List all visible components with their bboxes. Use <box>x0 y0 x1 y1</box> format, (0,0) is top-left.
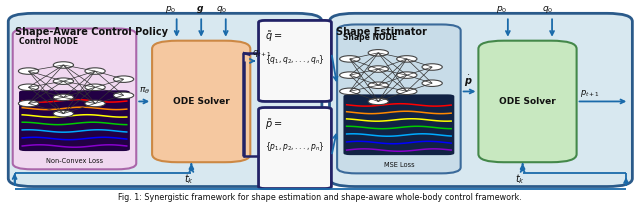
FancyBboxPatch shape <box>19 90 130 151</box>
FancyBboxPatch shape <box>337 24 461 173</box>
Circle shape <box>368 50 388 56</box>
Circle shape <box>422 64 442 70</box>
Text: $\pi_\theta$: $\pi_\theta$ <box>139 86 150 96</box>
Circle shape <box>397 56 417 62</box>
FancyBboxPatch shape <box>259 20 332 101</box>
Text: Shape Estimator: Shape Estimator <box>336 27 427 37</box>
Circle shape <box>340 56 360 62</box>
FancyBboxPatch shape <box>344 94 454 155</box>
Circle shape <box>85 100 105 107</box>
FancyBboxPatch shape <box>330 13 632 187</box>
Text: Fig. 1: Synergistic framework for shape estimation and shape-aware whole-body co: Fig. 1: Synergistic framework for shape … <box>118 193 522 202</box>
FancyBboxPatch shape <box>259 108 332 189</box>
Text: $\tilde{q}=$: $\tilde{q}=$ <box>265 30 282 45</box>
Circle shape <box>19 68 38 74</box>
Circle shape <box>53 62 74 68</box>
Circle shape <box>19 84 38 91</box>
Circle shape <box>397 88 417 95</box>
Text: $\boldsymbol{p_{t+1}}$: $\boldsymbol{p_{t+1}}$ <box>580 88 600 99</box>
Text: $\boldsymbol{t_k}$: $\boldsymbol{t_k}$ <box>515 172 525 185</box>
Text: $\boldsymbol{p_0}$: $\boldsymbol{p_0}$ <box>165 4 177 15</box>
Text: Non-Convex Loss: Non-Convex Loss <box>46 158 103 164</box>
Circle shape <box>85 84 105 91</box>
Text: $\boldsymbol{q_{t+1}}$: $\boldsymbol{q_{t+1}}$ <box>252 48 272 59</box>
Text: $\tilde{p}=$: $\tilde{p}=$ <box>265 117 282 132</box>
Text: Shape NODE: Shape NODE <box>344 32 397 42</box>
Text: $\{q_1,q_2,...,q_n\}$: $\{q_1,q_2,...,q_n\}$ <box>265 53 324 66</box>
Text: MSE Loss: MSE Loss <box>383 162 414 168</box>
Text: $\boldsymbol{q_0}$: $\boldsymbol{q_0}$ <box>542 4 553 15</box>
Circle shape <box>397 72 417 78</box>
Text: $\boldsymbol{p_0}$: $\boldsymbol{p_0}$ <box>497 4 508 15</box>
Circle shape <box>53 78 74 84</box>
Text: ODE Solver: ODE Solver <box>173 97 230 106</box>
Text: Control NODE: Control NODE <box>19 37 78 46</box>
Text: $\boldsymbol{t_k}$: $\boldsymbol{t_k}$ <box>184 172 194 185</box>
Circle shape <box>368 82 388 88</box>
Circle shape <box>368 98 388 105</box>
Circle shape <box>340 72 360 78</box>
Circle shape <box>85 68 105 74</box>
Text: Shape-Aware Control Policy: Shape-Aware Control Policy <box>15 27 168 37</box>
Circle shape <box>53 94 74 101</box>
Circle shape <box>113 92 134 99</box>
Circle shape <box>422 80 442 87</box>
Circle shape <box>53 110 74 117</box>
FancyBboxPatch shape <box>13 28 136 169</box>
Circle shape <box>368 66 388 72</box>
Text: $\boldsymbol{q_0}$: $\boldsymbol{q_0}$ <box>216 4 227 15</box>
Circle shape <box>113 76 134 83</box>
Circle shape <box>340 88 360 95</box>
Text: $\boldsymbol{g}$: $\boldsymbol{g}$ <box>196 4 204 15</box>
Text: $\dot{\boldsymbol{p}}$: $\dot{\boldsymbol{p}}$ <box>464 74 472 89</box>
Circle shape <box>19 100 38 107</box>
Text: ODE Solver: ODE Solver <box>499 97 556 106</box>
FancyBboxPatch shape <box>478 41 577 162</box>
FancyBboxPatch shape <box>8 13 322 187</box>
Text: $\{p_1,p_2,...,p_n\}$: $\{p_1,p_2,...,p_n\}$ <box>265 140 324 153</box>
FancyBboxPatch shape <box>152 41 250 162</box>
